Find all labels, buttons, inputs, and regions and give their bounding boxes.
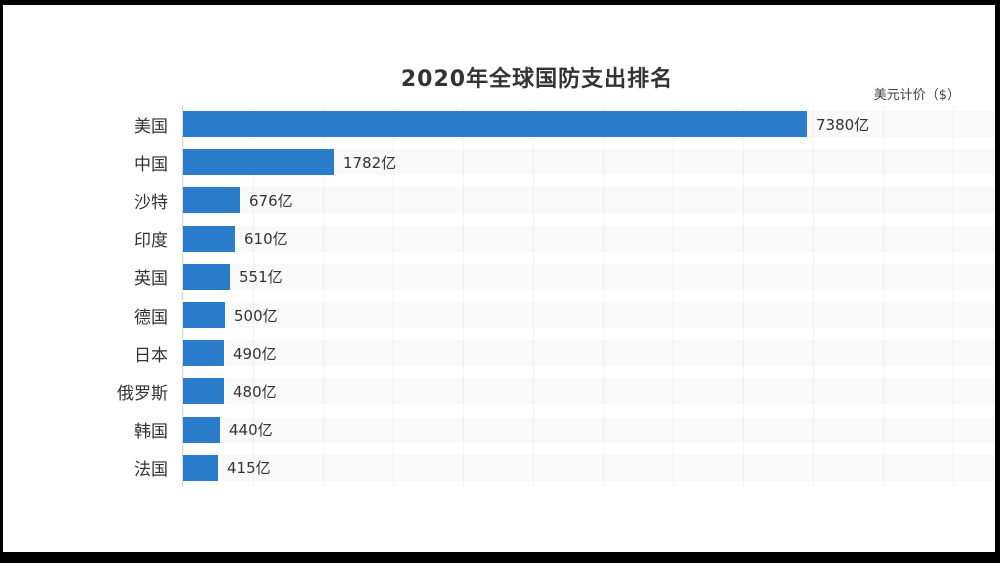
bar-area: 440亿 bbox=[182, 410, 995, 449]
bar-area: 490亿 bbox=[182, 334, 995, 373]
bar-chart: 美国 7380亿中国 1782亿沙特 676亿印度 610亿英国 551亿德国 500亿日本… bbox=[3, 105, 995, 487]
bar-area: 415亿 bbox=[182, 448, 995, 487]
category-label: 美国 bbox=[134, 116, 168, 137]
category-label: 中国 bbox=[134, 154, 168, 175]
bar-area: 480亿 bbox=[182, 372, 995, 411]
bar-area: 676亿 bbox=[182, 181, 995, 220]
value-label: 500亿 bbox=[234, 306, 278, 325]
value-label: 490亿 bbox=[233, 344, 277, 363]
category-label: 英国 bbox=[134, 269, 168, 290]
bar-row: 俄罗斯 480亿 bbox=[3, 372, 995, 411]
bar-row: 沙特 676亿 bbox=[3, 181, 995, 220]
value-label: 415亿 bbox=[227, 459, 271, 478]
category-label: 德国 bbox=[134, 307, 168, 328]
bar bbox=[183, 263, 230, 290]
value-label: 610亿 bbox=[244, 230, 288, 249]
bar-row: 韩国 440亿 bbox=[3, 410, 995, 449]
bar-area: 610亿 bbox=[182, 219, 995, 258]
bar-area: 1782亿 bbox=[182, 143, 995, 182]
value-label: 480亿 bbox=[233, 382, 277, 401]
unit-note: 美元计价（$） bbox=[873, 88, 960, 103]
bar bbox=[183, 149, 334, 176]
category-label: 法国 bbox=[134, 460, 168, 481]
bar bbox=[183, 378, 224, 405]
category-label: 印度 bbox=[134, 231, 168, 252]
value-label: 7380亿 bbox=[816, 115, 870, 134]
value-label: 676亿 bbox=[249, 191, 293, 210]
category-label: 沙特 bbox=[134, 192, 168, 213]
bar-row: 法国 415亿 bbox=[3, 448, 995, 487]
bar-area: 7380亿 bbox=[182, 105, 995, 144]
bar-row: 德国 500亿 bbox=[3, 295, 995, 335]
value-label: 440亿 bbox=[229, 421, 273, 440]
bar bbox=[183, 416, 220, 443]
chart-canvas: 2020年全球国防支出排名 美元计价（$） 美国 7380亿中国 1782亿沙特 67… bbox=[3, 5, 995, 552]
value-label: 551亿 bbox=[239, 268, 283, 287]
bar-row: 印度 610亿 bbox=[3, 219, 995, 258]
value-label: 1782亿 bbox=[343, 153, 397, 172]
chart-title: 2020年全球国防支出排名 bbox=[400, 67, 674, 92]
bar-row: 中国 1782亿 bbox=[3, 143, 995, 182]
category-label: 韩国 bbox=[134, 422, 168, 443]
bar-row: 日本 490亿 bbox=[3, 334, 995, 373]
bar bbox=[183, 225, 235, 252]
bar bbox=[183, 111, 807, 138]
bar-area: 551亿 bbox=[182, 257, 995, 296]
bar-area: 500亿 bbox=[182, 295, 995, 335]
bar bbox=[183, 187, 240, 214]
bar-row: 英国 551亿 bbox=[3, 257, 995, 296]
bar bbox=[183, 302, 225, 329]
category-label: 俄罗斯 bbox=[117, 383, 168, 404]
bar bbox=[183, 454, 218, 481]
bar-row: 美国 7380亿 bbox=[3, 105, 995, 144]
category-label: 日本 bbox=[134, 345, 168, 366]
bar bbox=[183, 340, 224, 367]
